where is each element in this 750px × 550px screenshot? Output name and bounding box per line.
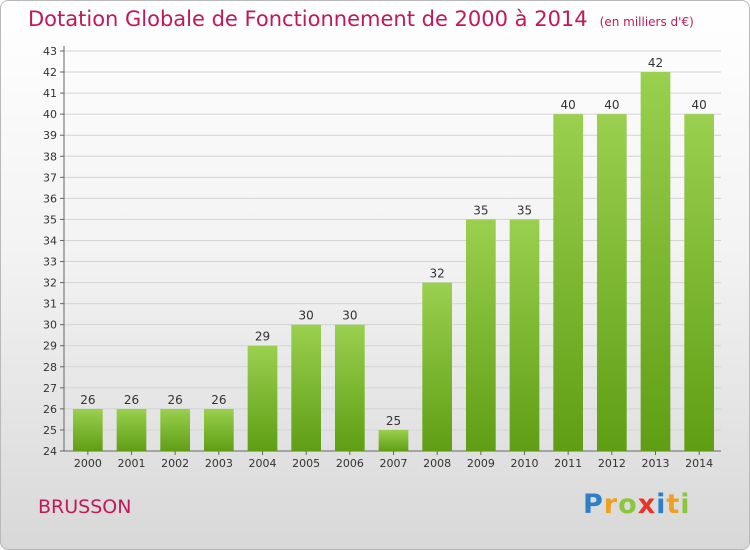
data-label: 30 [299,309,314,323]
x-tick-label: 2004 [249,457,277,470]
y-tick-label: 36 [43,192,57,205]
title-text: Dotation Globale de Fonctionnement de 20… [28,7,588,31]
bar [291,324,322,451]
bar [334,324,365,451]
y-tick-label: 29 [43,340,57,353]
bar [247,345,278,451]
bar [72,408,103,451]
y-tick-label: 30 [43,319,57,332]
logo-letter: t [666,489,681,520]
y-tick-label: 27 [43,382,57,395]
y-tick-label: 32 [43,277,57,290]
data-label: 29 [255,330,270,344]
logo-letter: i [680,489,691,520]
chart-subtitle: (en milliers d'€) [599,15,694,29]
bar [116,408,147,451]
x-tick-label: 2012 [598,457,626,470]
bar [684,114,715,451]
data-label: 40 [604,98,619,112]
y-tick-label: 33 [43,256,57,269]
data-label: 25 [386,414,401,428]
bar [509,219,540,451]
bars [72,72,715,451]
data-label: 40 [692,98,707,112]
axes: 24 25 26 27 28 29 30 31 32 33 34 35 36 37 38 39 40 41 42 43… [43,45,721,470]
data-label: 35 [473,203,488,217]
data-label: 26 [124,393,139,407]
y-tick-label: 31 [43,298,57,311]
logo-letter: x [637,489,657,520]
x-tick-label: 2009 [467,457,495,470]
logo-letter: P [583,489,604,520]
y-tick-label: 40 [43,108,57,121]
bar [422,282,453,451]
x-tick-label: 2011 [554,457,582,470]
y-tick-label: 42 [43,66,57,79]
data-label: 30 [342,309,357,323]
bar [640,72,671,451]
place-name: BRUSSON [38,496,132,518]
x-tick-label: 2002 [161,457,189,470]
x-tick-label: 2007 [380,457,408,470]
logo-letter: o [618,489,638,520]
bar [465,219,496,451]
data-label: 35 [517,203,532,217]
data-labels: 26 26 26 26 29 30 30 25 32 35 35 40 40 42 40 [80,56,707,428]
y-tick-label: 25 [43,424,57,437]
x-tick-label: 2003 [205,457,233,470]
bar [378,429,409,451]
y-tick-label: 37 [43,171,57,184]
bar [160,408,191,451]
logo-letter: r [603,489,619,520]
x-tick-label: 2001 [118,457,146,470]
x-tick-label: 2013 [642,457,670,470]
data-label: 42 [648,56,663,70]
logo-letter: i [656,489,667,520]
data-label: 26 [80,393,95,407]
proxiti-logo[interactable]: Proxiti [583,489,691,520]
y-tick-label: 38 [43,150,57,163]
chart-title: Dotation Globale de Fonctionnement de 20… [28,7,694,31]
x-tick-label: 2005 [292,457,320,470]
bar [553,114,584,451]
y-tick-label: 39 [43,129,57,142]
x-tick-label: 2014 [685,457,713,470]
data-label: 26 [211,393,226,407]
x-tick-label: 2006 [336,457,364,470]
x-tick-label: 2008 [423,457,451,470]
bar [203,408,234,451]
data-label: 40 [561,98,576,112]
bar [596,114,627,451]
data-label: 32 [430,267,445,281]
x-tick-label: 2010 [511,457,539,470]
x-tick-label: 2000 [74,457,102,470]
y-tick-label: 35 [43,213,57,226]
y-tick-label: 26 [43,403,57,416]
y-tick-label: 24 [43,445,57,458]
y-tick-label: 43 [43,45,57,58]
data-label: 26 [168,393,183,407]
y-tick-label: 28 [43,361,57,374]
y-tick-label: 34 [43,234,57,247]
y-tick-label: 41 [43,87,57,100]
